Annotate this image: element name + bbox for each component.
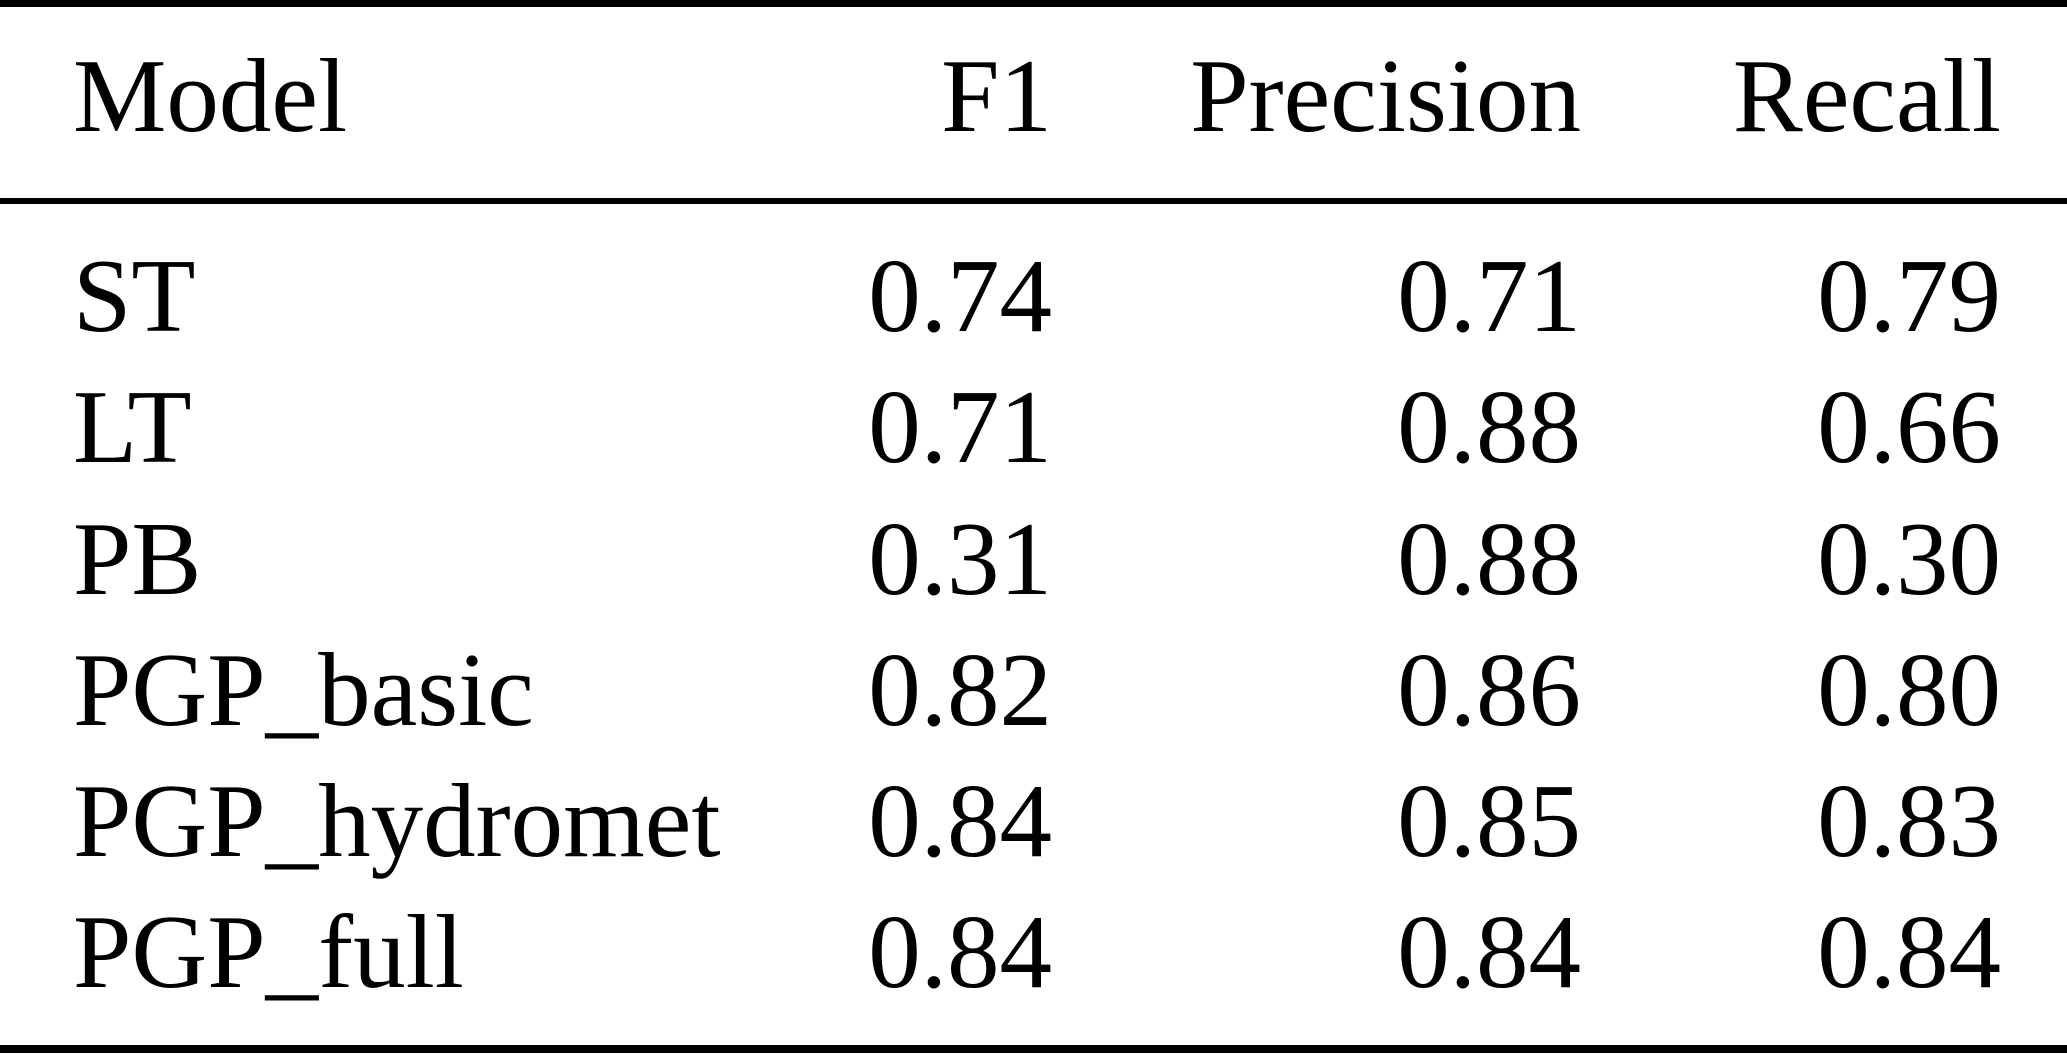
cell-recall: 0.66 (1817, 368, 2001, 485)
cell-recall: 0.30 (1817, 500, 2001, 617)
header-rule (0, 198, 2067, 204)
table-row: LT 0.71 0.88 0.66 (0, 374, 2067, 494)
cell-f1: 0.71 (868, 368, 1052, 485)
table-row: ST 0.74 0.71 0.79 (0, 243, 2067, 363)
column-header-recall: Recall (1732, 37, 2001, 154)
column-header-precision: Precision (1190, 37, 1581, 154)
cell-precision: 0.71 (1397, 237, 1581, 354)
top-rule (0, 0, 2067, 7)
cell-precision: 0.88 (1397, 368, 1581, 485)
cell-model: PGP_hydromet (73, 762, 721, 879)
cell-model: PGP_basic (73, 631, 534, 748)
cell-recall: 0.80 (1817, 631, 2001, 748)
table-row: PGP_full 0.84 0.84 0.84 (0, 899, 2067, 1019)
column-header-f1: F1 (941, 37, 1052, 154)
cell-f1: 0.82 (868, 631, 1052, 748)
cell-precision: 0.88 (1397, 500, 1581, 617)
cell-f1: 0.84 (868, 762, 1052, 879)
table-row: PGP_hydromet 0.84 0.85 0.83 (0, 768, 2067, 888)
header-row: Model F1 Precision Recall (0, 43, 2067, 163)
cell-precision: 0.85 (1397, 762, 1581, 879)
cell-model: LT (73, 368, 192, 485)
table-row: PB 0.31 0.88 0.30 (0, 506, 2067, 626)
column-header-model: Model (73, 37, 348, 154)
cell-model: PB (73, 500, 202, 617)
table-row: PGP_basic 0.82 0.86 0.80 (0, 637, 2067, 757)
cell-f1: 0.31 (868, 500, 1052, 617)
cell-precision: 0.86 (1397, 631, 1581, 748)
bottom-rule (0, 1045, 2067, 1053)
cell-model: ST (73, 237, 196, 354)
cell-f1: 0.74 (868, 237, 1052, 354)
cell-recall: 0.84 (1817, 893, 2001, 1010)
cell-recall: 0.83 (1817, 762, 2001, 879)
cell-f1: 0.84 (868, 893, 1052, 1010)
cell-recall: 0.79 (1817, 237, 2001, 354)
cell-model: PGP_full (73, 893, 464, 1010)
cell-precision: 0.84 (1397, 893, 1581, 1010)
